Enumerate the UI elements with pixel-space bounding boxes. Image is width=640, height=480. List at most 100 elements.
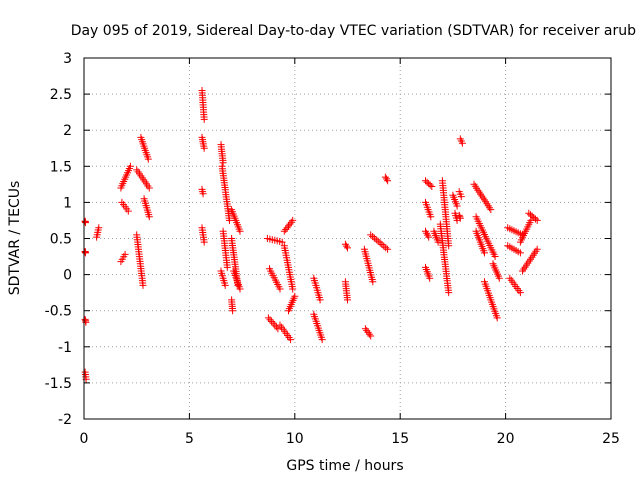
- data-point: [423, 178, 431, 186]
- data-track: [341, 240, 351, 252]
- data-track: [470, 180, 495, 214]
- data-point: [364, 328, 372, 336]
- data-track: [449, 191, 461, 210]
- data-point: [434, 238, 442, 246]
- x-tick-label: 0: [80, 431, 89, 447]
- data-point: [276, 285, 284, 293]
- data-point: [533, 245, 541, 253]
- data-point: [124, 207, 132, 215]
- data-point: [286, 220, 294, 228]
- y-tick-label: -1.5: [45, 376, 72, 392]
- data-track: [361, 325, 375, 340]
- data-track: [266, 265, 284, 293]
- data-point: [528, 212, 536, 220]
- data-track: [219, 227, 231, 271]
- data-track: [133, 231, 147, 289]
- data-point: [139, 281, 147, 289]
- data-point: [369, 233, 377, 240]
- data-point: [493, 314, 501, 322]
- data-point: [425, 180, 433, 188]
- data-point: [126, 162, 134, 170]
- data-track: [81, 368, 90, 383]
- data-point: [289, 285, 297, 293]
- data-point: [344, 296, 351, 304]
- data-point: [219, 159, 227, 167]
- x-tick-label: 20: [497, 431, 515, 447]
- data-track: [81, 248, 89, 257]
- data-track: [228, 206, 244, 235]
- x-axis-label: GPS time / hours: [286, 458, 403, 474]
- y-tick-label: -2: [58, 412, 72, 428]
- data-track: [472, 213, 499, 260]
- data-point: [458, 139, 466, 147]
- data-track: [436, 220, 453, 297]
- data-point: [367, 332, 375, 340]
- data-point: [426, 274, 434, 282]
- data-point: [425, 233, 433, 241]
- data-track: [519, 245, 541, 275]
- data-track: [422, 263, 434, 282]
- data-track: [228, 296, 237, 315]
- data-track: [506, 274, 524, 297]
- y-tick-label: 1: [63, 195, 72, 211]
- data-point: [495, 274, 503, 282]
- data-point: [236, 227, 244, 235]
- data-track: [504, 224, 526, 239]
- y-tick-label: 2: [63, 123, 72, 139]
- data-track: [438, 177, 453, 250]
- data-point: [532, 215, 539, 223]
- data-track: [230, 267, 244, 293]
- data-point: [223, 263, 231, 271]
- y-tick-label: 2.5: [50, 87, 72, 103]
- data-point: [268, 318, 276, 325]
- data-point: [121, 250, 129, 258]
- data-point: [383, 175, 390, 183]
- data-point: [278, 238, 286, 246]
- data-point: [200, 144, 208, 152]
- x-tick-label: 5: [185, 431, 194, 447]
- data-point: [384, 177, 392, 185]
- data-track: [516, 216, 535, 246]
- data-points: [81, 87, 541, 383]
- data-point: [280, 227, 288, 235]
- y-tick-labels: -2 -1.5 -1 -0.5 0 0.5 1 1.5 2 2.5 3: [45, 51, 72, 428]
- data-track: [367, 231, 392, 253]
- grid-lines: [84, 58, 611, 419]
- data-point: [318, 336, 326, 344]
- data-point: [344, 244, 351, 252]
- data-point: [456, 214, 464, 222]
- data-point: [361, 325, 369, 333]
- data-track: [117, 250, 129, 266]
- data-track: [422, 177, 436, 190]
- data-track: [341, 278, 351, 304]
- data-track: [133, 166, 153, 192]
- data-point: [491, 253, 499, 260]
- data-track: [472, 227, 488, 257]
- data-track: [118, 198, 132, 215]
- data-point: [487, 206, 495, 214]
- data-point: [481, 249, 488, 257]
- y-tick-label: 0.5: [50, 232, 72, 248]
- data-point: [428, 183, 436, 190]
- data-track: [280, 216, 297, 235]
- data-point: [365, 330, 373, 338]
- data-point: [516, 289, 524, 297]
- data-point: [226, 216, 233, 224]
- data-track: [217, 141, 227, 167]
- data-point: [427, 213, 435, 221]
- y-tick-label: -1: [58, 340, 72, 356]
- data-track: [263, 235, 286, 246]
- data-track: [198, 224, 208, 246]
- x-tick-labels: 0 5 10 15 20 25: [80, 431, 620, 447]
- data-point: [453, 202, 461, 210]
- data-track: [280, 242, 297, 293]
- data-track: [137, 133, 152, 163]
- data-point: [283, 224, 291, 232]
- data-point: [426, 181, 434, 189]
- data-point: [145, 184, 153, 192]
- data-point: [282, 226, 290, 233]
- data-point: [236, 285, 244, 293]
- data-point: [285, 222, 292, 230]
- data-track: [360, 245, 377, 286]
